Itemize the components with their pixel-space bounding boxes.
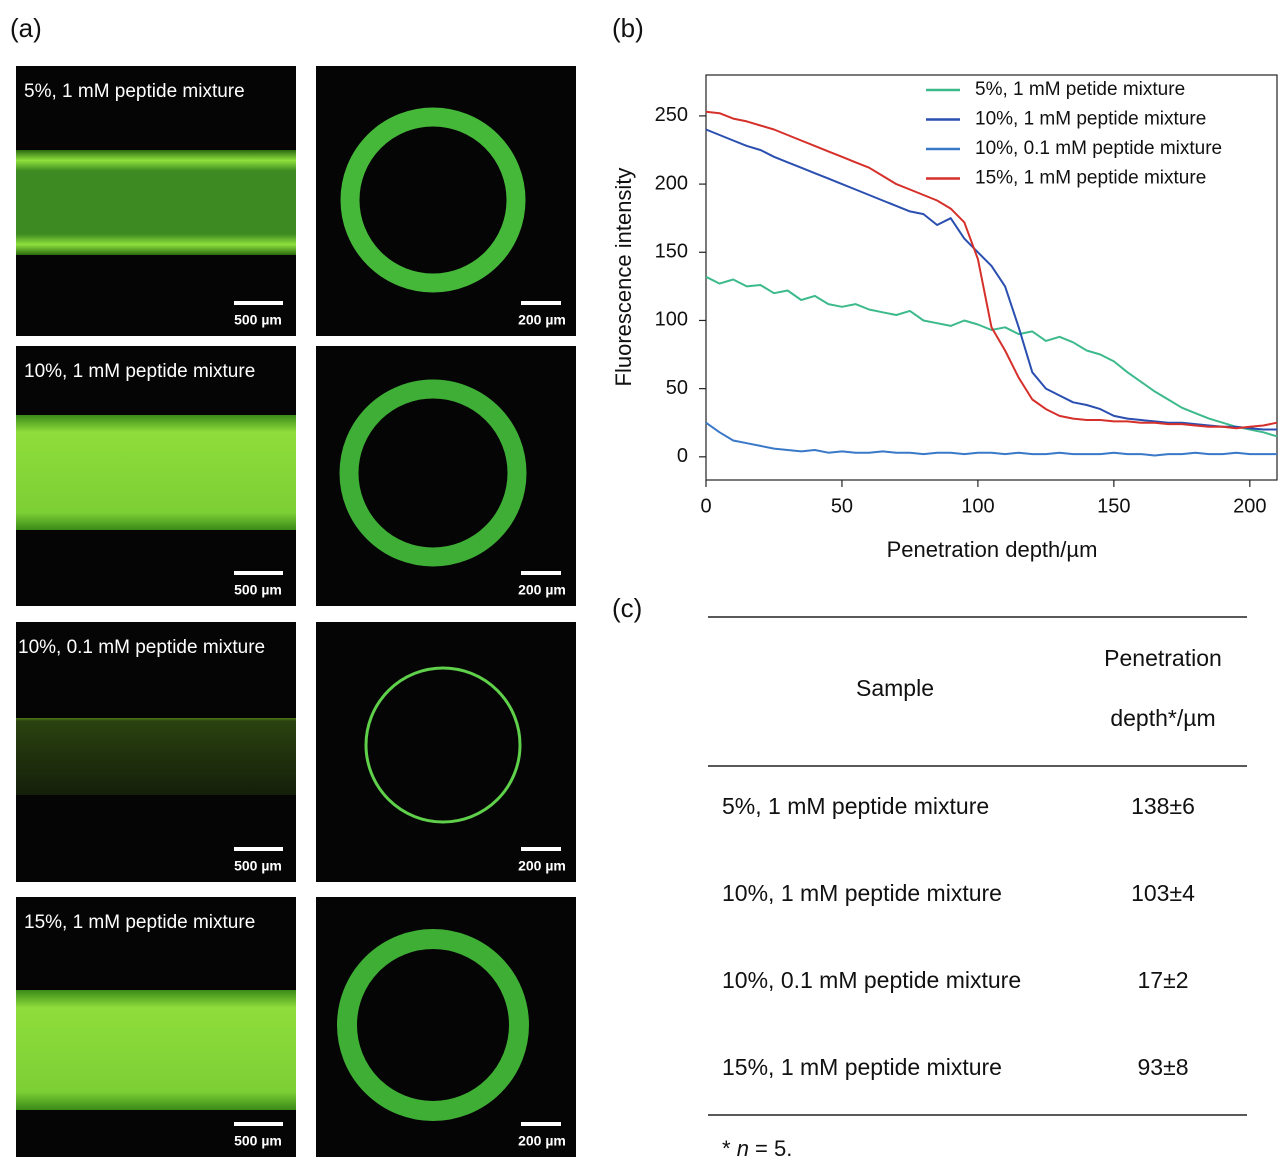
- image-caption: 5%, 1 mM peptide mixture: [24, 81, 245, 102]
- series-line: [705, 275, 1278, 438]
- y-tick-label: 200: [655, 172, 688, 194]
- legend-label: 10%, 1 mM peptide mixture: [975, 109, 1206, 130]
- panel-label: (b): [612, 13, 644, 43]
- x-tick-label: 100: [961, 495, 994, 517]
- scale-label: 500 µm: [234, 858, 282, 874]
- series-line: [705, 110, 1278, 430]
- panel-label: (c): [612, 593, 642, 623]
- tube: [16, 150, 296, 255]
- y-axis-label: Fluorescence intensity: [611, 168, 636, 387]
- table-header: Sample: [856, 675, 934, 701]
- legend-label: 15%, 1 mM peptide mixture: [975, 168, 1206, 189]
- ring: [340, 107, 526, 293]
- series-line: [705, 128, 1277, 431]
- image-caption: 10%, 1 mM peptide mixture: [24, 361, 255, 382]
- table-cell: 15%, 1 mM peptide mixture: [722, 1054, 1002, 1080]
- y-tick-label: 150: [655, 241, 688, 263]
- scale-label: 500 µm: [234, 312, 282, 328]
- ring: [339, 379, 527, 567]
- x-tick-label: 0: [700, 495, 711, 517]
- image-caption: 15%, 1 mM peptide mixture: [24, 912, 255, 933]
- ring: [337, 929, 529, 1121]
- tube: [16, 990, 296, 1110]
- x-tick-label: 200: [1233, 495, 1266, 517]
- footnote-part: = 5.: [749, 1136, 792, 1161]
- y-tick-label: 0: [677, 445, 688, 467]
- table-cell: 17±2: [1138, 967, 1189, 993]
- series-line: [705, 421, 1277, 457]
- table-cell: 10%, 1 mM peptide mixture: [722, 880, 1002, 906]
- scale-label: 200 µm: [518, 582, 566, 598]
- x-tick-label: 50: [831, 495, 853, 517]
- table-cell: 138±6: [1131, 793, 1195, 819]
- scale-label: 500 µm: [234, 582, 282, 598]
- footnote-part: n: [737, 1136, 749, 1161]
- legend-label: 10%, 0.1 mM peptide mixture: [975, 138, 1222, 159]
- table-cell: 5%, 1 mM peptide mixture: [722, 793, 989, 819]
- tube: [16, 415, 296, 530]
- table-header: depth*/µm: [1110, 705, 1215, 731]
- table-cell: 10%, 0.1 mM peptide mixture: [722, 967, 1021, 993]
- panel-label: (a): [10, 13, 42, 43]
- y-tick-label: 250: [655, 104, 688, 126]
- table-cell: 103±4: [1131, 880, 1195, 906]
- scale-label: 200 µm: [518, 312, 566, 328]
- ring: [364, 666, 522, 824]
- footnote: * n = 5.: [722, 1136, 792, 1161]
- scale-label: 500 µm: [234, 1133, 282, 1149]
- tube: [16, 718, 296, 795]
- x-tick-label: 150: [1097, 495, 1130, 517]
- scale-label: 200 µm: [518, 858, 566, 874]
- x-axis-label: Penetration depth/µm: [887, 537, 1098, 562]
- image-caption: 10%, 0.1 mM peptide mixture: [18, 637, 265, 658]
- table-header: Penetration: [1104, 645, 1222, 671]
- table-cell: 93±8: [1138, 1054, 1189, 1080]
- y-tick-label: 100: [655, 309, 688, 331]
- ring-image: [316, 622, 576, 882]
- y-tick-label: 50: [666, 377, 688, 399]
- scale-label: 200 µm: [518, 1133, 566, 1149]
- footnote-part: *: [722, 1136, 737, 1161]
- legend-label: 5%, 1 mM petide mixture: [975, 79, 1185, 100]
